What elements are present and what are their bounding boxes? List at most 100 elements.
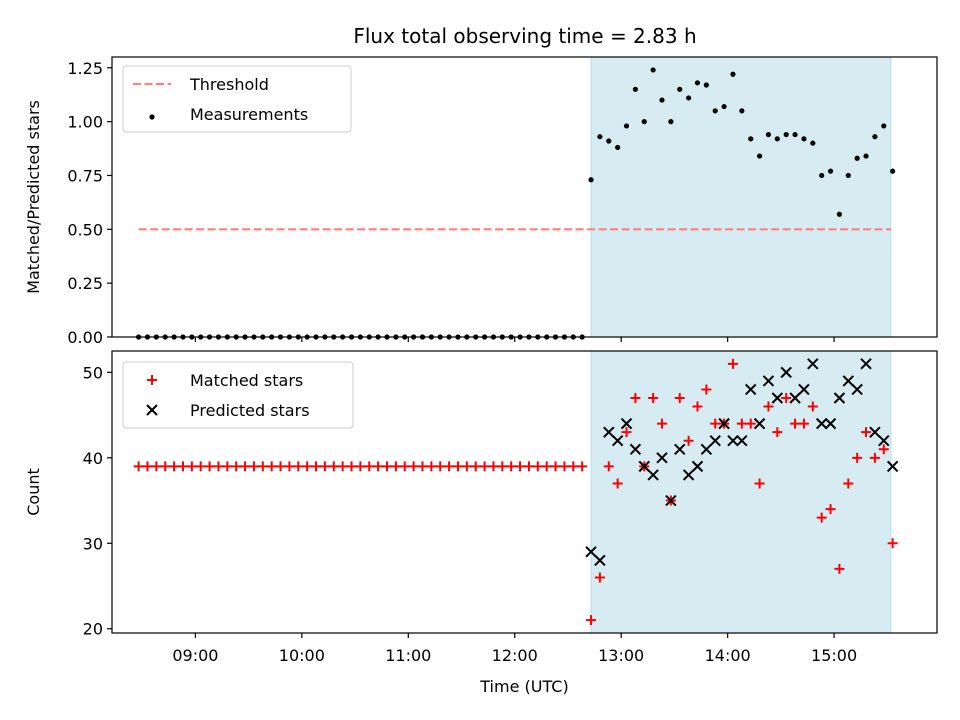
predicted-star-point — [603, 426, 615, 438]
legend-label: Measurements — [190, 105, 308, 124]
measurement-point — [774, 136, 780, 142]
series-predicted-stars — [585, 358, 899, 567]
matched-star-point — [328, 461, 339, 472]
matched-star-point — [426, 461, 437, 472]
predicted-star-point — [807, 358, 819, 370]
observing-window-1 — [590, 56, 892, 338]
matched-star-point — [497, 461, 508, 472]
measurement-point — [845, 172, 851, 179]
legend-box — [122, 65, 352, 133]
predicted-star-point — [665, 494, 677, 507]
matched-star-point — [754, 478, 765, 489]
predicted-star-point — [594, 554, 606, 567]
measurement-point — [703, 82, 709, 88]
matched-star-point — [807, 401, 818, 412]
predicted-star-point — [798, 383, 810, 396]
predicted-star-point — [638, 460, 650, 473]
measurement-point — [694, 80, 701, 86]
axes-frame — [111, 56, 938, 338]
predicted-star-point — [718, 417, 730, 430]
matched-star-point — [710, 418, 721, 429]
legend-predicted-swatch — [146, 404, 158, 416]
predicted-star-point — [656, 452, 668, 464]
matched-star-point — [346, 461, 357, 472]
matched-star-point — [825, 504, 836, 515]
bottom-panel: 20 30 40 50 09:00 10:00 11:00 12:00 13:00 14:00 15… — [24, 350, 938, 696]
matched-star-point — [515, 461, 526, 472]
matched-star-point — [231, 461, 242, 472]
matched-star-point — [648, 393, 659, 403]
matched-star-point — [727, 358, 738, 369]
matched-star-point — [186, 461, 197, 472]
measurement-point — [606, 138, 612, 144]
predicted-star-point — [753, 417, 766, 430]
predicted-star-point — [727, 435, 739, 447]
matched-star-point — [240, 461, 251, 472]
x-tick-label: 12:00 — [492, 646, 538, 665]
matched-star-point — [390, 461, 401, 472]
matched-star-point — [373, 461, 384, 472]
predicted-star-point — [824, 417, 837, 430]
measurement-point — [783, 131, 789, 138]
matched-star-point — [559, 461, 570, 472]
matched-star-point — [506, 461, 517, 472]
matched-star-point — [523, 461, 534, 472]
measurement-point — [819, 172, 825, 179]
axes-frame — [111, 350, 938, 634]
measurement-point — [712, 108, 718, 114]
legend-label: Matched stars — [190, 371, 303, 390]
predicted-star-point — [674, 443, 686, 455]
predicted-star-point — [700, 443, 713, 455]
measurement-point — [597, 134, 603, 140]
x-tick-label: 10:00 — [279, 646, 325, 665]
matched-star-point — [364, 461, 375, 472]
matched-star-point — [550, 461, 561, 472]
matched-star-point — [586, 615, 597, 626]
matched-star-point — [816, 512, 827, 523]
legend-label: Threshold — [189, 75, 269, 94]
predicted-star-point — [585, 546, 597, 558]
measurement-point — [881, 123, 887, 129]
measurement-point — [792, 131, 798, 138]
matched-star-point — [248, 461, 259, 472]
measurement-point — [632, 86, 638, 92]
measurement-point — [641, 119, 647, 125]
y-tick-label: 40 — [83, 449, 103, 468]
matched-star-point — [745, 418, 756, 429]
matched-star-point — [692, 401, 703, 412]
measurement-point — [668, 119, 674, 125]
matched-star-point — [568, 461, 579, 472]
y-tick-label: 1.25 — [67, 59, 103, 78]
x-axis-label: Time (UTC) — [479, 677, 568, 696]
measurement-point — [748, 136, 754, 142]
matched-star-point — [878, 444, 889, 455]
measurement-point — [863, 153, 869, 159]
matched-star-point — [736, 418, 747, 429]
matched-star-point — [222, 461, 233, 472]
predicted-star-point — [815, 417, 828, 430]
matched-star-point — [355, 461, 366, 472]
matched-star-point — [657, 418, 667, 429]
measurement-point — [765, 131, 772, 138]
measurement-point — [677, 86, 683, 92]
predicted-star-point — [762, 375, 775, 387]
predicted-star-point — [745, 383, 757, 396]
y-tick-label: 50 — [83, 363, 103, 382]
matched-star-point — [701, 384, 712, 395]
predicted-star-point — [629, 443, 642, 455]
matched-star-point — [869, 452, 880, 463]
matched-star-point — [311, 461, 322, 472]
matched-star-point — [630, 393, 641, 403]
matched-star-point — [683, 435, 694, 446]
y-tick-label: 0.25 — [67, 274, 103, 293]
matched-star-point — [293, 461, 304, 472]
matched-star-point — [843, 478, 854, 489]
matched-star-point — [612, 478, 623, 489]
matched-star-point — [151, 461, 162, 472]
predicted-star-point — [789, 392, 801, 404]
measurement-point — [623, 123, 630, 129]
x-tick-label: 13:00 — [598, 646, 644, 665]
predicted-star-point — [851, 383, 863, 396]
predicted-star-point — [682, 469, 695, 481]
